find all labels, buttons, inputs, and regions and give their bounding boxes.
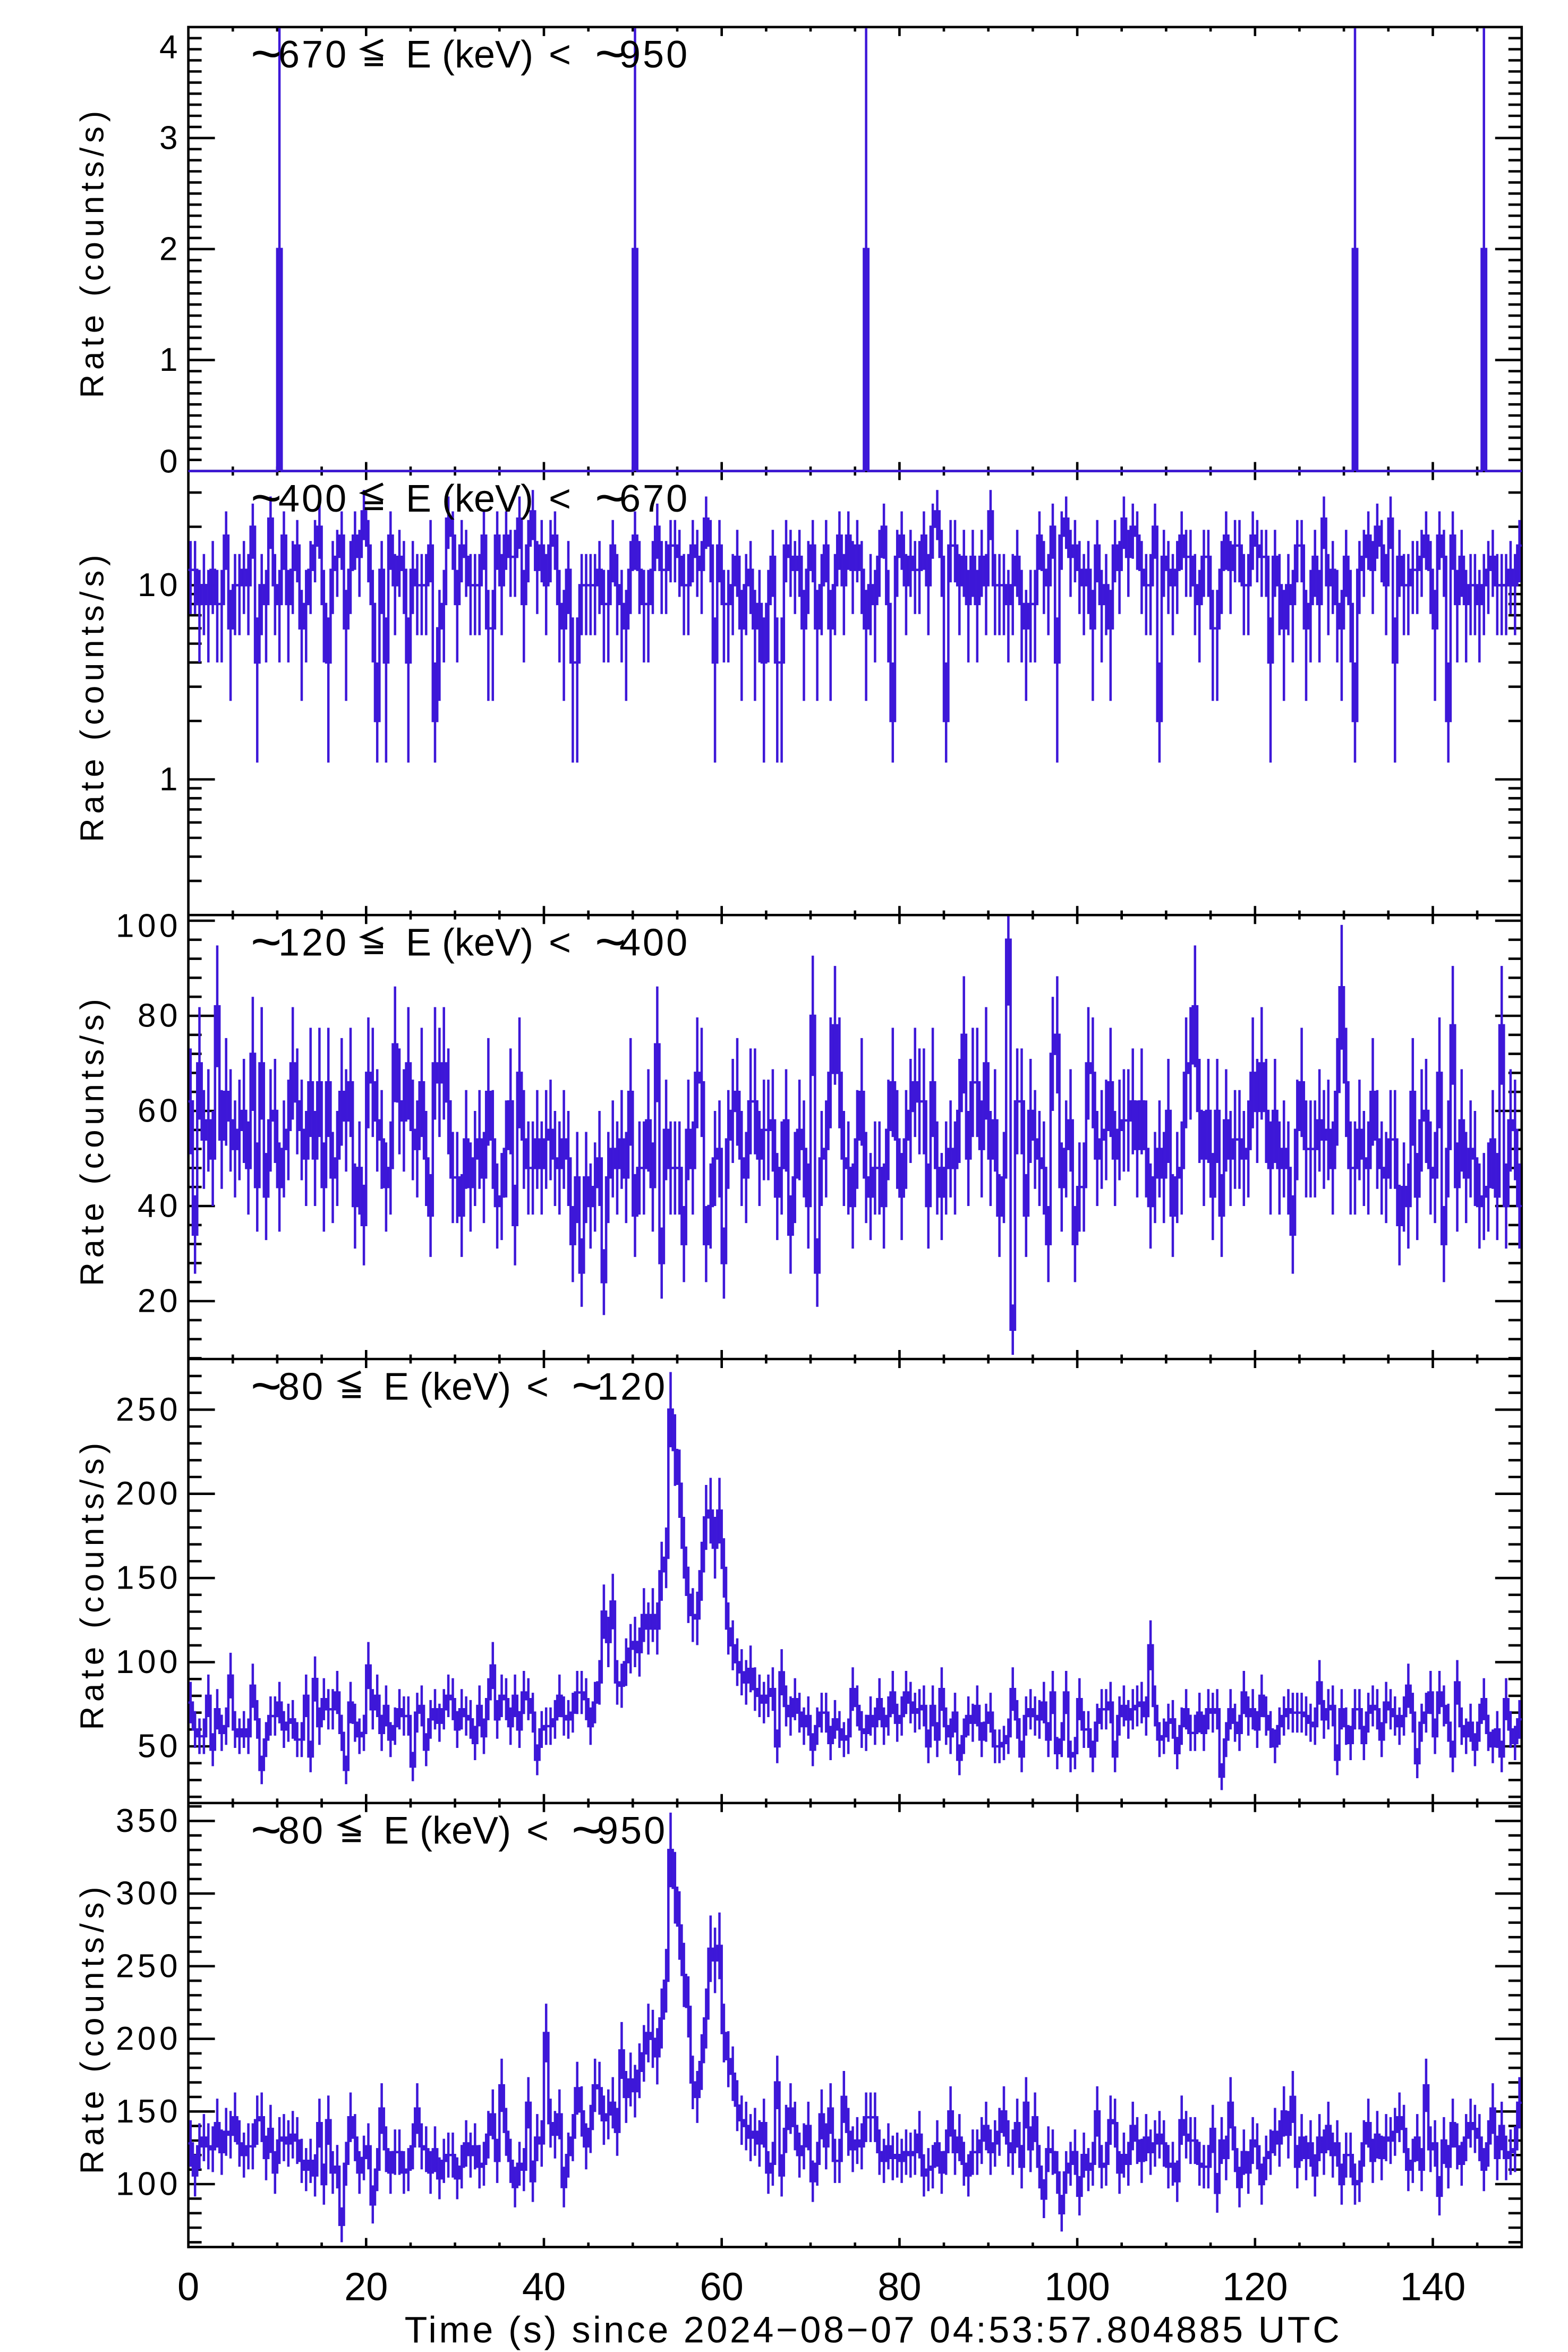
svg-text:Time (s) since 2024−08−07 04:5: Time (s) since 2024−08−07 04:53:57.80488…: [405, 2309, 1342, 2350]
svg-text:140: 140: [1400, 2265, 1465, 2309]
svg-text:~: ~: [251, 468, 282, 528]
svg-text:40: 40: [522, 2265, 566, 2309]
svg-text:~: ~: [595, 912, 626, 972]
svg-text:<: <: [549, 478, 571, 520]
svg-text:250: 250: [116, 1391, 181, 1428]
svg-text:100: 100: [1044, 2265, 1110, 2309]
svg-text:80: 80: [138, 998, 181, 1034]
svg-text:120: 120: [597, 1365, 667, 1408]
svg-text:<: <: [549, 922, 571, 964]
svg-text:60: 60: [700, 2265, 744, 2309]
svg-text:<: <: [526, 1810, 549, 1852]
svg-text:~: ~: [572, 1800, 602, 1859]
svg-text:4: 4: [159, 29, 181, 66]
svg-text:E (keV): E (keV): [384, 1365, 511, 1408]
svg-text:Rate (counts/s): Rate (counts/s): [74, 106, 111, 398]
svg-text:80: 80: [877, 2265, 921, 2309]
svg-text:2: 2: [159, 231, 181, 267]
svg-text:80: 80: [278, 1810, 325, 1852]
svg-text:0: 0: [177, 2265, 199, 2309]
svg-text:E (keV): E (keV): [384, 1810, 511, 1852]
svg-text:80: 80: [278, 1365, 325, 1408]
svg-text:950: 950: [597, 1810, 667, 1852]
svg-text:300: 300: [116, 1875, 181, 1912]
svg-text:~: ~: [572, 1356, 602, 1415]
svg-text:~: ~: [595, 468, 626, 528]
svg-text:Rate (counts/s): Rate (counts/s): [74, 1438, 111, 1730]
svg-text:150: 150: [116, 1560, 181, 1597]
svg-text:200: 200: [116, 1475, 181, 1512]
svg-text:670: 670: [278, 33, 348, 76]
svg-text:E (keV): E (keV): [406, 33, 533, 76]
svg-text:1: 1: [159, 761, 181, 798]
svg-text:<: <: [526, 1365, 549, 1408]
svg-text:0: 0: [159, 444, 181, 480]
svg-text:40: 40: [138, 1188, 181, 1225]
svg-text:~: ~: [595, 24, 626, 83]
svg-text:~: ~: [251, 24, 282, 83]
svg-text:E (keV): E (keV): [406, 922, 533, 964]
svg-text:120: 120: [1222, 2265, 1288, 2309]
svg-text:250: 250: [116, 1948, 181, 1984]
svg-text:E (keV): E (keV): [406, 478, 533, 520]
svg-text:100: 100: [116, 908, 181, 945]
svg-text:950: 950: [619, 33, 689, 76]
svg-text:10: 10: [138, 567, 181, 604]
svg-text:~: ~: [251, 1800, 282, 1859]
svg-text:60: 60: [138, 1093, 181, 1130]
svg-text:200: 200: [116, 2020, 181, 2057]
svg-text:<: <: [549, 33, 571, 76]
svg-text:20: 20: [344, 2265, 388, 2309]
svg-text:400: 400: [619, 922, 689, 964]
svg-text:Rate (counts/s): Rate (counts/s): [74, 995, 111, 1286]
svg-text:150: 150: [116, 2093, 181, 2130]
svg-text:100: 100: [116, 1644, 181, 1680]
svg-text:670: 670: [619, 478, 689, 520]
svg-text:~: ~: [251, 912, 282, 972]
svg-text:~: ~: [251, 1356, 282, 1415]
svg-text:100: 100: [116, 2166, 181, 2203]
svg-text:3: 3: [159, 120, 181, 156]
svg-text:1: 1: [159, 342, 181, 378]
svg-text:400: 400: [278, 478, 348, 520]
svg-text:Rate (counts/s): Rate (counts/s): [74, 550, 111, 842]
svg-text:20: 20: [138, 1283, 181, 1320]
svg-text:50: 50: [138, 1728, 181, 1765]
svg-text:120: 120: [278, 922, 348, 964]
svg-text:Rate (counts/s): Rate (counts/s): [74, 1882, 111, 2174]
svg-text:350: 350: [116, 1803, 181, 1839]
